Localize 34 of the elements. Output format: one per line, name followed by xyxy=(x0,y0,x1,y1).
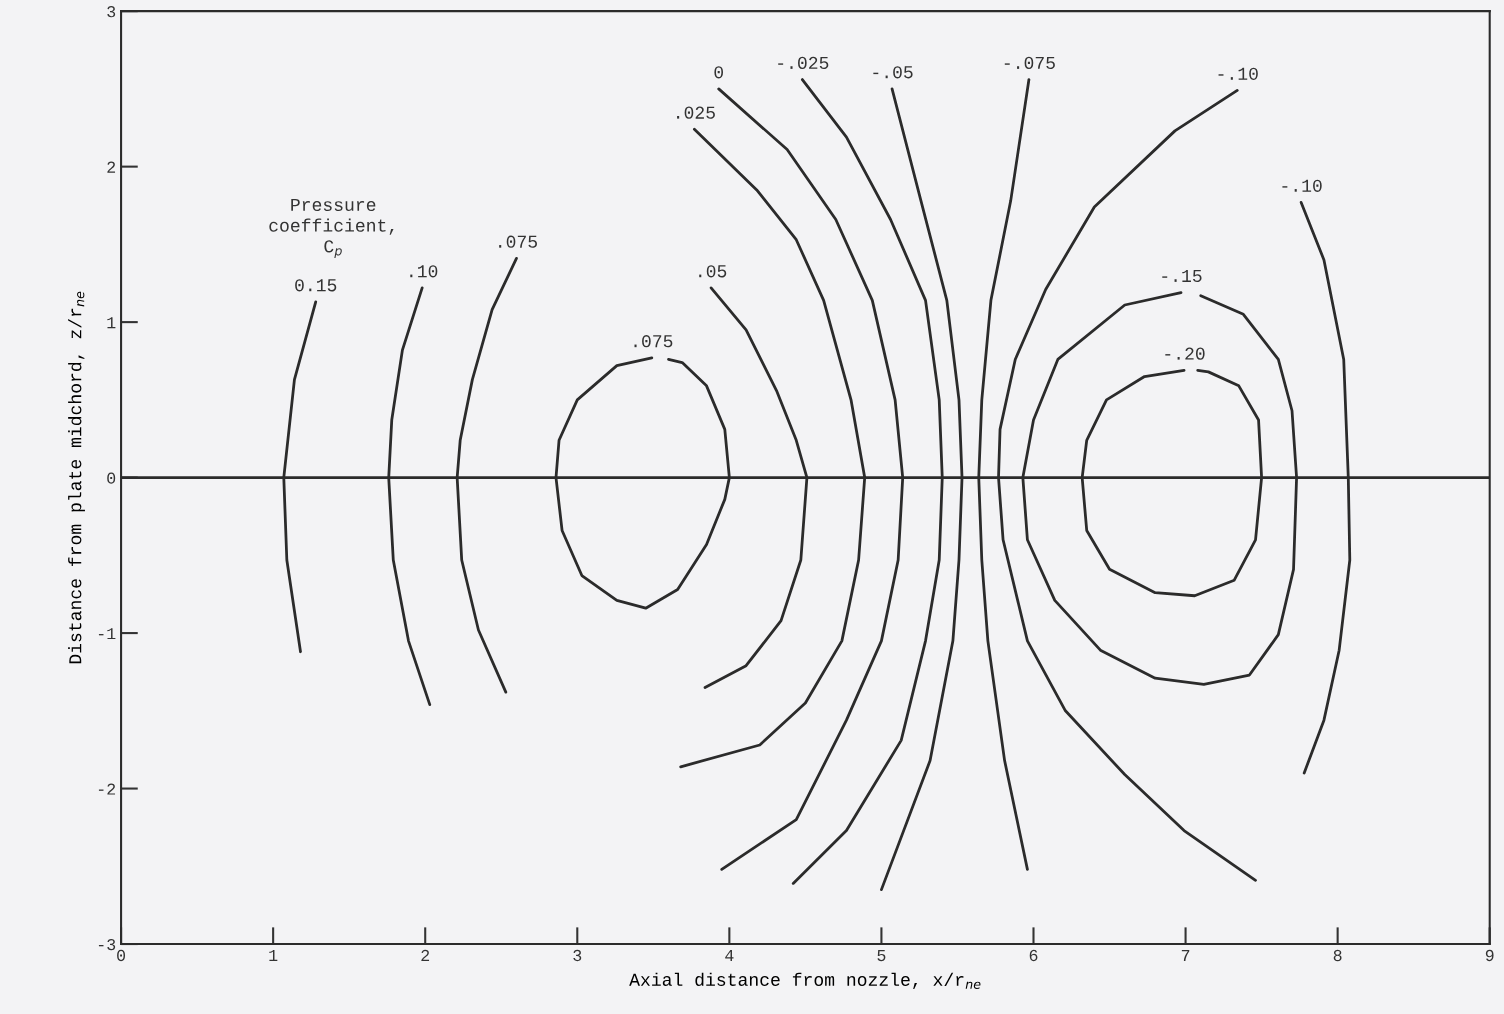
series-label: .10 xyxy=(410,265,438,278)
series-label: -.15 xyxy=(1162,269,1202,283)
series-label: -.05 xyxy=(873,66,913,79)
series-label: -.10 xyxy=(1282,179,1322,192)
y-tick-label: 2 xyxy=(107,161,116,173)
series-label: -.20 xyxy=(1165,347,1205,360)
annotation: Pressure coefficient, C$_{p}$ xyxy=(269,198,394,258)
x-tick-label: 0 xyxy=(117,949,126,962)
series-label: .05 xyxy=(699,265,727,278)
x-tick-label: 4 xyxy=(725,949,734,961)
x-axis-title: Axial distance from nozzle, x/r$_{ne}$ xyxy=(629,972,981,989)
series-label: .025 xyxy=(677,106,715,119)
series-label: .075 xyxy=(499,235,537,248)
x-tick-label: 1 xyxy=(269,949,278,961)
y-tick-label: -3 xyxy=(98,938,116,951)
x-tick-label: 9 xyxy=(1485,949,1494,962)
y-tick-label: 1 xyxy=(107,317,116,329)
x-tick-label: 8 xyxy=(1333,949,1342,962)
series-label: 0.15 xyxy=(295,279,337,292)
series-label: .075 xyxy=(634,335,673,348)
x-tick-label: 3 xyxy=(573,949,582,962)
y-tick-label: -2 xyxy=(98,783,116,795)
y-tick-label: -1 xyxy=(98,628,116,640)
y-tick-label: 0 xyxy=(107,472,116,484)
series-label: -.025 xyxy=(778,56,829,70)
y-axis-title: Distance from plate midchord, z/r$_{ne}$ xyxy=(68,291,85,664)
x-tick-label: 5 xyxy=(877,949,886,962)
series-label: -.10 xyxy=(1218,67,1258,80)
series-label: 0 xyxy=(714,66,724,79)
x-tick-label: 2 xyxy=(421,949,430,961)
x-tick-label: 7 xyxy=(1181,949,1190,961)
x-tick-label: 6 xyxy=(1029,949,1038,962)
y-tick-label: 3 xyxy=(107,6,116,18)
series-label: -.075 xyxy=(1004,56,1055,70)
